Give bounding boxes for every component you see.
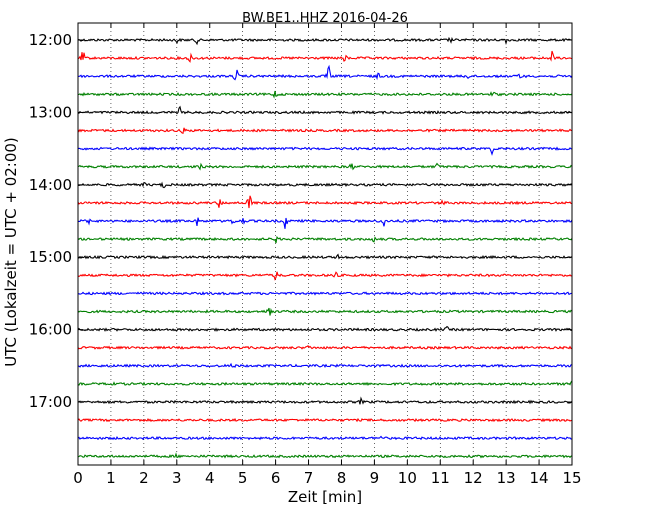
x-tick-label: 9 <box>370 469 380 487</box>
seismogram-trace <box>77 291 573 296</box>
seismogram-trace <box>77 417 573 423</box>
x-tick-label: 14 <box>530 469 549 487</box>
x-tick-label: 12 <box>464 469 483 487</box>
seismogram-trace <box>77 195 572 209</box>
ticks: 0 1 2 3 4 5 6 7 8 9 10 11 12 13 14 1512:0013:0014:0015:… <box>29 23 582 487</box>
y-tick-label: 17:00 <box>29 393 72 411</box>
seismogram-trace <box>77 64 573 81</box>
x-tick-label: 5 <box>238 469 248 487</box>
chart-title: BW.BE1..HHZ 2016-04-26 <box>242 11 408 26</box>
y-tick-label: 16:00 <box>29 321 72 339</box>
seismogram-trace <box>77 217 573 229</box>
seismogram-trace <box>77 325 573 332</box>
y-tick-label: 12:00 <box>29 31 72 49</box>
plot-frame <box>77 22 573 466</box>
y-axis-label: UTC (Lokalzeit = UTC + 02:00) <box>2 137 20 367</box>
x-tick-label: 8 <box>337 469 347 487</box>
x-tick-label: 2 <box>139 469 149 487</box>
traces <box>77 36 573 459</box>
seismogram-trace <box>77 435 573 441</box>
x-axis-label: Zeit [min] <box>287 488 363 506</box>
x-tick-label: 11 <box>431 469 450 487</box>
x-tick-label: 1 <box>106 469 116 487</box>
seismogram-trace <box>77 452 573 459</box>
seismogram-trace <box>77 181 573 189</box>
seismogram-trace <box>77 235 573 244</box>
seismogram-trace <box>77 396 573 405</box>
x-tick-label: 4 <box>205 469 215 487</box>
seismogram-trace <box>77 380 573 387</box>
seismogram-trace <box>77 344 573 350</box>
seismogram-trace <box>77 362 573 369</box>
y-tick-label: 15:00 <box>29 248 72 266</box>
x-tick-label: 6 <box>271 469 281 487</box>
seismogram-trace <box>77 271 573 281</box>
seismogram-trace <box>77 36 573 46</box>
x-tick-label: 3 <box>172 469 182 487</box>
grid-lines <box>110 23 540 465</box>
seismogram-trace <box>77 146 572 156</box>
seismogram-trace <box>77 105 573 115</box>
seismogram-trace <box>77 90 573 99</box>
x-tick-label: 15 <box>562 469 581 487</box>
seismogram-trace <box>77 127 573 135</box>
y-tick-label: 14:00 <box>29 176 72 194</box>
seismogram-trace <box>77 307 573 316</box>
x-tick-label: 7 <box>304 469 314 487</box>
y-tick-label: 13:00 <box>29 103 72 121</box>
seismogram-trace <box>77 253 573 260</box>
x-tick-label: 10 <box>398 469 417 487</box>
seismogram-trace <box>77 162 573 171</box>
x-tick-label: 13 <box>497 469 516 487</box>
x-tick-label: 0 <box>73 469 83 487</box>
seismogram-trace <box>77 50 573 63</box>
